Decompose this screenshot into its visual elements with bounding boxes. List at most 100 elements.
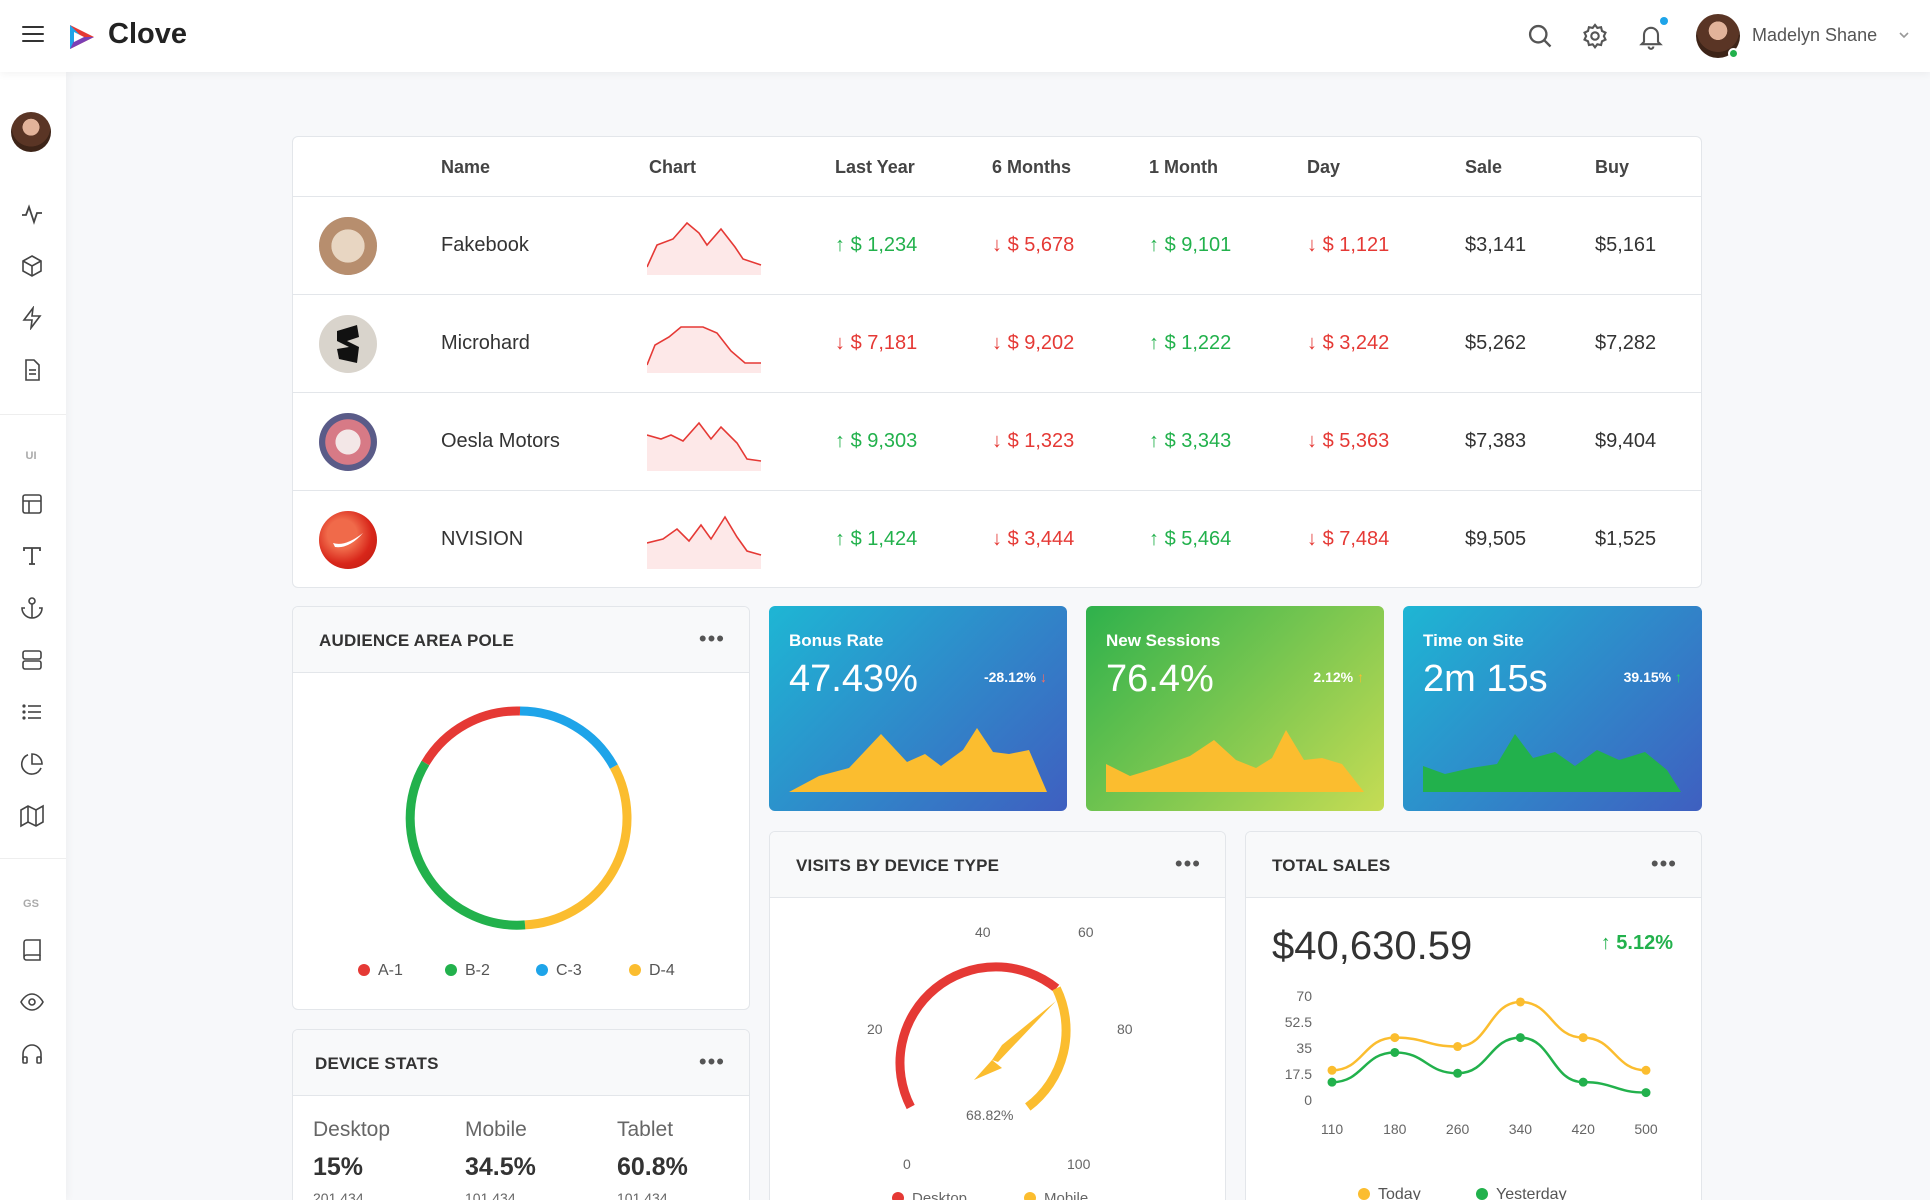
kpi-area-chart [1106,730,1364,792]
column-header-sale[interactable]: Sale [1465,157,1503,177]
kpi-value: 76.4% [1106,658,1214,700]
legend-item-b2[interactable]: B-2 [445,962,490,980]
anchor-icon[interactable] [20,596,44,620]
day-value: ↓ $ 5,363 [1307,430,1390,452]
six-months-value: ↓ $ 3,444 [992,528,1075,550]
list-icon[interactable] [20,700,44,724]
data-point-today [1641,1065,1651,1075]
company-name: NVISION [441,528,524,550]
legend-dot [1476,1188,1488,1200]
one-month-value: ↑ $ 5,464 [1149,528,1232,550]
legend-item-desktop[interactable]: Desktop [892,1190,967,1200]
x-tick-label: 340 [1509,1121,1533,1137]
donut-segment-c3 [519,706,618,769]
card-title: VISITS BY DEVICE TYPE [796,856,1000,875]
table-row[interactable]: Fakebook ↑ $ 1,234 ↓ $ 5,678 ↑ $ 9,101 ↓… [293,197,1701,295]
audience-area-card: AUDIENCE AREA POLE ••• [292,606,750,1010]
kpi-card-time-on-site[interactable]: Time on Site 2m 15s 39.15% ↑ [1403,606,1702,811]
card-title: DEVICE STATS [315,1054,439,1073]
total-sales-delta: ↑ 5.12% [1600,932,1673,954]
menu-icon[interactable] [22,26,44,44]
sidebar-avatar[interactable] [11,112,51,152]
card-header: DEVICE STATS ••• [293,1030,749,1096]
kpi-title: Time on Site [1423,631,1524,650]
kpi-delta: 2.12% ↑ [1313,669,1364,685]
legend-item-a1[interactable]: A-1 [358,962,403,980]
column-header-last-year[interactable]: Last Year [835,157,915,177]
legend-item-yesterday[interactable]: Yesterday [1476,1186,1567,1200]
last-year-value: ↑ $ 1,424 [835,528,918,550]
user-name[interactable]: Madelyn Shane [1752,25,1878,45]
lightning-icon[interactable] [20,306,44,330]
box-icon[interactable] [20,254,44,278]
sidebar-divider [0,858,66,859]
headphones-icon[interactable] [20,1042,44,1066]
column-header-6-months[interactable]: 6 Months [992,157,1071,177]
x-tick-label: 180 [1383,1121,1407,1137]
data-point-yesterday [1390,1047,1400,1057]
stocks-table: Name Chart Last Year 6 Months 1 Month Da… [292,136,1702,588]
stat-sub-mobile: 101,434 [465,1190,516,1200]
eye-icon[interactable] [20,990,44,1014]
one-month-value: ↑ $ 9,101 [1149,234,1232,256]
column-header-day[interactable]: Day [1307,157,1341,177]
layout-icon[interactable] [20,492,44,516]
stat-sub-desktop: 201,434 [313,1190,364,1200]
legend-item-mobile[interactable]: Mobile [1024,1190,1088,1200]
sale-value: $3,141 [1465,234,1527,256]
search-icon[interactable] [1526,22,1554,50]
legend-item-c3[interactable]: C-3 [536,962,582,980]
sidebar: UI GS [0,72,66,1200]
app-name[interactable]: Clove [108,18,187,50]
legend-dot [629,964,641,976]
kpi-title: Bonus Rate [789,631,884,650]
online-status-dot [1728,48,1739,59]
chevron-down-icon[interactable] [1898,30,1910,40]
column-header-name[interactable]: Name [441,157,491,177]
gauge-label: 60 [1078,924,1094,940]
gauge-chart: 40 60 20 80 0 100 68.82% [867,924,1133,1172]
kpi-card-bonus-rate[interactable]: Bonus Rate 47.43% -28.12% ↓ [769,606,1067,811]
data-point-yesterday [1453,1068,1463,1078]
more-options-icon[interactable]: ••• [698,1049,725,1074]
series-line-yesterday [1331,1036,1647,1094]
pie-chart-icon[interactable] [20,752,44,776]
map-icon[interactable] [20,804,44,828]
last-year-value: ↑ $ 1,234 [835,234,918,256]
fakebook-logo [319,217,377,275]
column-header-1-month[interactable]: 1 Month [1149,157,1218,177]
donut-segment-b2 [405,760,526,930]
card-title: AUDIENCE AREA POLE [319,631,515,650]
more-options-icon[interactable]: ••• [1174,851,1201,876]
table-row[interactable]: NVISION ↑ $ 1,424 ↓ $ 3,444 ↑ $ 5,464 ↓ … [293,491,1701,587]
card-header: AUDIENCE AREA POLE ••• [293,607,749,673]
data-point-yesterday [1515,1033,1525,1043]
six-months-value: ↓ $ 9,202 [992,332,1075,354]
device-stats-card: DEVICE STATS ••• Desktop 15% 201,434 Mob… [292,1029,750,1200]
gear-icon[interactable] [1581,22,1609,50]
sale-value: $7,383 [1465,430,1527,452]
more-options-icon[interactable]: ••• [698,626,725,651]
book-icon[interactable] [20,938,44,962]
activity-icon[interactable] [20,202,44,226]
kpi-card-new-sessions[interactable]: New Sessions 76.4% 2.12% ↑ [1086,606,1384,811]
document-icon[interactable] [20,358,44,382]
typography-icon[interactable] [20,544,44,568]
stat-label-desktop: Desktop [313,1118,391,1141]
more-options-icon[interactable]: ••• [1650,851,1677,876]
gauge-label: 40 [975,924,991,940]
table-row[interactable]: Microhard ↓ $ 7,181 ↓ $ 9,202 ↑ $ 1,222 … [293,295,1701,393]
bell-icon[interactable] [1637,22,1665,50]
server-icon[interactable] [20,648,44,672]
column-header-chart[interactable]: Chart [649,157,697,177]
legend-item-today[interactable]: Today [1358,1186,1421,1200]
data-point-today [1515,997,1525,1007]
legend-item-d4[interactable]: D-4 [629,962,675,980]
column-header-buy[interactable]: Buy [1595,157,1630,177]
gauge-label: 80 [1117,1021,1133,1037]
donut-segment-a1 [421,706,521,766]
gauge-label: 0 [903,1156,911,1172]
table-row[interactable]: Oesla Motors ↑ $ 9,303 ↓ $ 1,323 ↑ $ 3,3… [293,393,1701,491]
visits-by-device-card: VISITS BY DEVICE TYPE ••• 40 60 20 80 0 … [769,831,1226,1200]
nvision-logo [319,511,377,569]
